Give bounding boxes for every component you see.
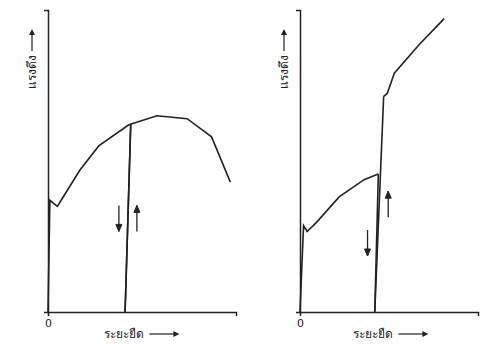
y-axis xyxy=(296,11,301,313)
curve xyxy=(125,125,131,312)
y-axis-line xyxy=(44,11,49,313)
y-axis-title: แรงดึง xyxy=(277,55,291,89)
arrow-head xyxy=(134,205,140,212)
plot-area xyxy=(300,19,444,312)
x-title-arrow-head xyxy=(173,331,179,337)
curve xyxy=(125,125,131,312)
x-tick-label: 0 xyxy=(45,317,52,330)
direction-arrow xyxy=(116,205,122,231)
y-axis xyxy=(44,11,49,313)
curve xyxy=(375,96,384,312)
x-tick-label: 0 xyxy=(297,317,304,330)
arrow-head xyxy=(365,249,371,256)
x-title-arrow-head xyxy=(422,331,428,337)
x-axis-line xyxy=(49,313,237,317)
y-title-arrow xyxy=(283,34,284,51)
y-title-arrow xyxy=(31,34,32,51)
x-title-arrow xyxy=(149,333,174,334)
direction-arrow xyxy=(134,205,140,231)
y-title-arrow-head xyxy=(29,29,35,35)
curve xyxy=(384,19,445,97)
direction-arrow xyxy=(385,191,391,217)
curve xyxy=(48,116,230,312)
plot-area xyxy=(48,116,230,312)
panel: 0 แรงดึงระยะยืด xyxy=(277,11,479,341)
y-axis-title: แรงดึง xyxy=(25,55,39,89)
panel: 0 แรงดึงระยะยืด xyxy=(25,11,237,341)
x-tick: 0 xyxy=(297,312,304,330)
x-axis-title: ระยะยืด xyxy=(353,327,393,341)
y-title-arrow-head xyxy=(281,29,287,35)
y-axis-line xyxy=(296,11,301,313)
curve xyxy=(300,174,378,312)
x-axis-title: ระยะยืด xyxy=(104,327,144,341)
arrow-head xyxy=(116,224,122,231)
arrow-head xyxy=(385,191,391,198)
figure: 0 แรงดึงระยะยืด 0 แรงดึงระยะยืด xyxy=(0,0,489,344)
x-tick: 0 xyxy=(45,312,52,330)
x-title-arrow xyxy=(398,333,423,334)
direction-arrow xyxy=(365,230,371,256)
x-axis-line xyxy=(301,313,479,317)
